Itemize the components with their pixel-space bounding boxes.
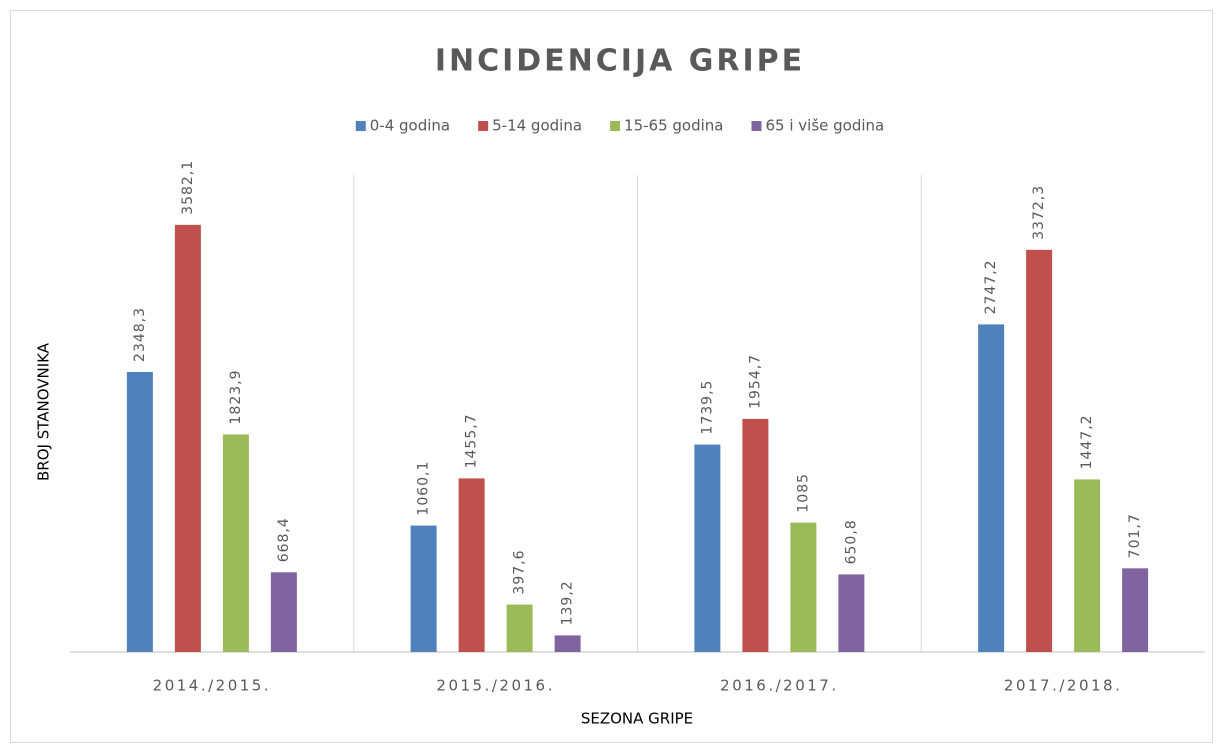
chart-title: INCIDENCIJA GRIPE [435,44,805,79]
legend-label: 15-65 godina [624,117,723,135]
legend-label: 5-14 godina [492,117,582,135]
bar [694,444,721,652]
bar [270,572,297,652]
data-label: 2747,2 [983,259,999,314]
data-label: 3582,1 [180,160,196,215]
data-label: 1447,2 [1079,414,1095,469]
x-tick-label: 2014./2015. [153,677,271,695]
data-label: 1085 [795,473,811,513]
data-label: 2348,3 [132,307,148,362]
data-label: 701,7 [1127,513,1143,558]
legend-swatch [751,121,762,131]
data-label: 1954,7 [747,354,763,409]
bar [790,522,817,652]
chart-frame [10,10,1213,743]
x-axis-title: SEZONA GRIPE [581,710,693,728]
legend-swatch [355,121,366,131]
data-label: 139,2 [560,580,576,625]
x-tick-label: 2015./2016. [436,677,554,695]
bar [458,478,485,652]
data-label: 1060,1 [416,461,432,516]
data-label: 668,4 [276,517,292,562]
legend-label: 0-4 godina [370,117,450,135]
x-tick-label: 2016./2017. [720,677,838,695]
bar [410,525,437,652]
data-label: 3372,3 [1031,185,1047,240]
legend-swatch [610,121,621,131]
bar [126,371,153,652]
bar [838,574,865,652]
bar [174,224,201,652]
data-label: 650,8 [843,519,859,564]
bar [742,418,769,652]
bar [1026,249,1053,653]
bar [506,604,533,652]
y-axis-title: BROJ STANOVNIKA [35,342,53,481]
bar [978,324,1005,652]
bar [1122,568,1149,652]
bar [554,635,581,652]
data-label: 1739,5 [699,380,715,435]
bar [1074,479,1101,652]
data-label: 397,6 [512,549,528,594]
legend-swatch [478,121,489,131]
legend-label: 65 i više godina [765,117,884,135]
x-tick-label: 2017./2018. [1004,677,1122,695]
data-label: 1455,7 [464,413,480,468]
data-label: 1823,9 [228,369,244,424]
bar [222,434,249,652]
